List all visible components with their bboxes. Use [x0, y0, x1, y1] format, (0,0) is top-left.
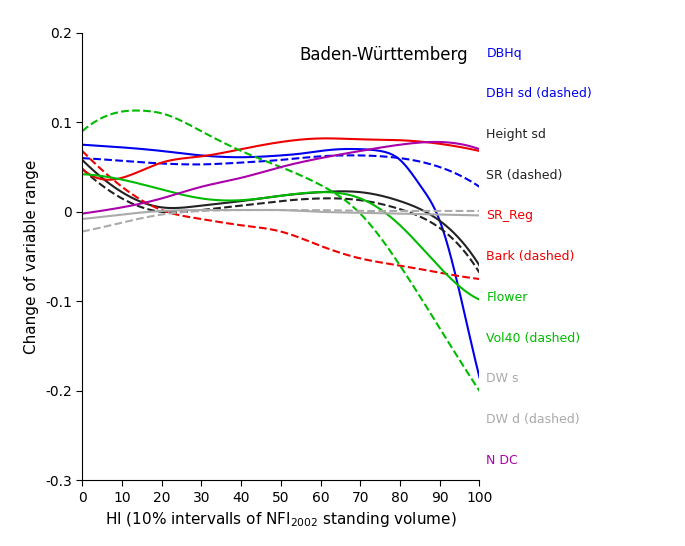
X-axis label: HI (10% intervalls of NFI$_{2002}$ standing volume): HI (10% intervalls of NFI$_{2002}$ stand… — [105, 511, 457, 530]
Text: SR_Reg: SR_Reg — [486, 210, 534, 222]
Text: Flower: Flower — [486, 291, 527, 304]
Text: Baden-Württemberg: Baden-Württemberg — [299, 46, 468, 64]
Text: DBHq: DBHq — [486, 46, 522, 60]
Text: Vol40 (dashed): Vol40 (dashed) — [486, 331, 580, 345]
Text: Height sd: Height sd — [486, 128, 546, 141]
Text: DBH sd (dashed): DBH sd (dashed) — [486, 87, 592, 100]
Text: Bark (dashed): Bark (dashed) — [486, 250, 575, 263]
Y-axis label: Change of variable range: Change of variable range — [25, 159, 39, 354]
Text: SR (dashed): SR (dashed) — [486, 169, 562, 182]
Text: DW d (dashed): DW d (dashed) — [486, 413, 580, 426]
Text: N DC: N DC — [486, 454, 518, 467]
Text: DW s: DW s — [486, 372, 519, 385]
